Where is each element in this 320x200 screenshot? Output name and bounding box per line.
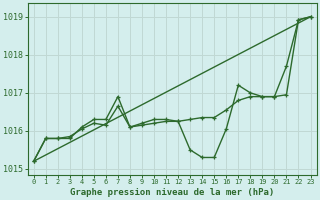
X-axis label: Graphe pression niveau de la mer (hPa): Graphe pression niveau de la mer (hPa) (70, 188, 274, 197)
